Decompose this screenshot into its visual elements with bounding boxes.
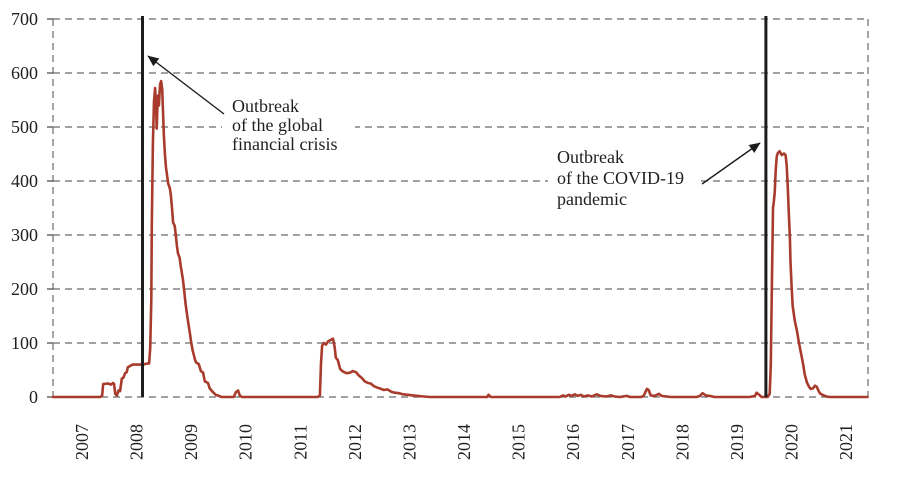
y-axis-label-0: 0 <box>29 387 38 407</box>
x-axis-label-2014: 2014 <box>454 424 474 460</box>
x-axis-label-2015: 2015 <box>509 424 529 460</box>
annotation-arrow-covid <box>701 142 761 185</box>
x-axis-label-2013: 2013 <box>399 424 419 460</box>
y-axis-label-200: 200 <box>11 279 38 299</box>
annotation-mask-gfc <box>222 93 355 156</box>
x-axis-label-2021: 2021 <box>836 424 856 460</box>
x-axis-label-2016: 2016 <box>563 424 583 460</box>
x-axis-label-2011: 2011 <box>290 424 310 459</box>
annotation-mask-covid <box>548 147 701 214</box>
x-axis-label-2012: 2012 <box>345 424 365 460</box>
annotation-text-gfc: Outbreak of the global financial crisis <box>232 96 337 154</box>
y-axis-label-400: 400 <box>11 171 38 191</box>
annotation-text-covid: Outbreak of the COVID-19 pandemic <box>557 147 684 209</box>
x-axis-label-2009: 2009 <box>181 424 201 460</box>
y-axis-label-600: 600 <box>11 63 38 83</box>
y-axis-label-700: 700 <box>11 9 38 29</box>
annotation-arrow-gfc <box>147 55 225 115</box>
data-line-series-1 <box>51 79 869 399</box>
x-axis-label-2019: 2019 <box>727 424 747 460</box>
x-axis-label-2017: 2017 <box>618 424 638 460</box>
y-axis-label-300: 300 <box>11 225 38 245</box>
y-axis-label-100: 100 <box>11 333 38 353</box>
y-axis-label-500: 500 <box>11 117 38 137</box>
x-axis-label-2008: 2008 <box>127 424 147 460</box>
x-axis-label-2010: 2010 <box>236 424 256 460</box>
x-axis-label-2020: 2020 <box>782 424 802 460</box>
x-axis-label-2007: 2007 <box>72 424 92 460</box>
x-axis-label-2018: 2018 <box>672 424 692 460</box>
